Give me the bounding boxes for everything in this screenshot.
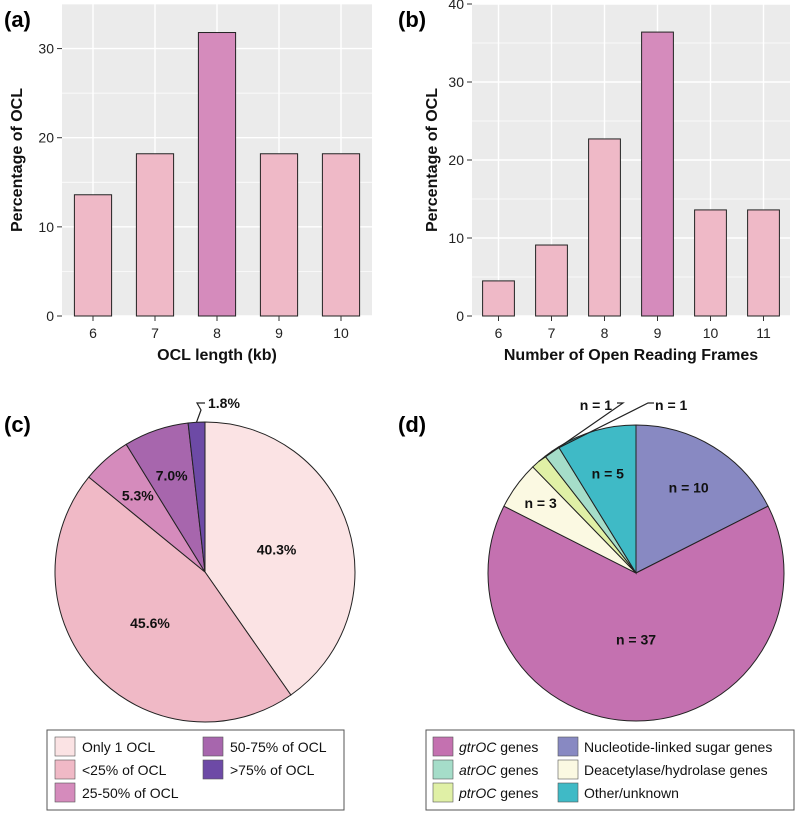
legend-entry-text: Deacetylase/hydrolase genes [584, 762, 768, 778]
y-tick-label: 10 [38, 219, 54, 235]
bar-7 [535, 244, 568, 317]
slice-label: 45.6% [130, 615, 170, 631]
legend-entry: 50-75% of OCL [230, 739, 327, 755]
bar-8 [588, 138, 621, 317]
legend-entry: ptrOC genes [458, 785, 538, 801]
legend-swatch [557, 736, 579, 757]
legend-entry: Other/unknown [584, 785, 679, 801]
legend-entry: >75% of OCL [230, 762, 315, 778]
legend-swatch [54, 736, 76, 757]
bar-9 [259, 153, 299, 317]
x-axis-title: Number of Open Reading Frames [504, 347, 758, 364]
y-tick-label: 0 [456, 308, 464, 324]
legend-entry-text: Other/unknown [584, 785, 679, 801]
legend-swatch [432, 736, 454, 757]
legend-gene-name: gtrOC [459, 739, 497, 755]
pie-slice-0 [204, 421, 356, 696]
legend-c: Only 1 OCL <25% of OCL 25-50% of OCL 50-75%… [46, 729, 345, 811]
legend-entry: Nucleotide-linked sugar genes [584, 739, 772, 755]
y-tick-label: 30 [38, 41, 54, 57]
y-tick-label: 0 [46, 308, 54, 324]
y-axis-title: Percentage of OCL [9, 88, 26, 232]
legend-entry: <25% of OCL [82, 762, 167, 778]
leader-line [195, 402, 205, 423]
legend-entry-text: Nucleotide-linked sugar genes [584, 739, 772, 755]
x-tick-label: 11 [756, 325, 771, 341]
x-tick-label: 8 [213, 325, 221, 341]
pie-slice-0 [635, 424, 769, 574]
slice-label: n = 3 [524, 495, 557, 511]
legend-entry: 25-50% of OCL [82, 785, 179, 801]
x-tick-label: 9 [654, 325, 662, 341]
bar-9 [641, 31, 674, 317]
pie-chart-gene-categories: n = 10 n = 37 n = 3 n = 1 n = 1 n = 5 [487, 397, 785, 722]
pie-chart-ocl-fraction: 40.3% 45.6% 5.3%7.0% 1.8% [54, 395, 356, 723]
x-tick-label: 7 [548, 325, 556, 341]
leader-line [551, 402, 654, 452]
x-tick-label: 6 [495, 325, 503, 341]
panel-b-label: (b) [398, 7, 426, 32]
legend-box [425, 729, 795, 811]
pie-slice-1 [54, 476, 292, 723]
legend-entry-text: genes [496, 785, 538, 801]
legend-gene-name: atrOC [459, 762, 497, 778]
legend-swatch [432, 759, 454, 780]
legend-entry-text: genes [496, 739, 538, 755]
legend-swatch [202, 759, 224, 780]
bar-chart-ocl-length: 0 10 20 30 6 7 8 9 10 OCL length (kb) Percentage o… [9, 3, 372, 364]
slice-label: n = 10 [669, 479, 709, 495]
y-tick-label: 30 [448, 74, 464, 90]
slice-label: 7.0% [156, 468, 188, 484]
legend-entry: gtrOC genes [459, 739, 538, 755]
legend-gene-name: ptrOC [458, 785, 497, 801]
y-axis-title: Percentage of OCL [424, 88, 441, 232]
y-tick-label: 20 [38, 130, 54, 146]
legend-swatch [54, 782, 76, 803]
x-axis-title: OCL length (kb) [157, 347, 277, 364]
panel-a-label: (a) [4, 7, 31, 32]
bar-7 [135, 153, 175, 317]
legend-swatch [54, 759, 76, 780]
bar-8 [197, 32, 237, 317]
bar-10 [694, 209, 727, 317]
bar-6 [73, 194, 113, 317]
panel-c-label: (c) [4, 412, 31, 437]
legend-entry-text: genes [496, 762, 538, 778]
x-tick-label: 10 [333, 325, 349, 341]
x-tick-label: 9 [275, 325, 283, 341]
slice-label: n = 37 [616, 632, 656, 648]
legend-swatch [202, 736, 224, 757]
slice-label: 1.8% [208, 395, 240, 411]
bar-6 [482, 280, 515, 317]
legend-swatch [557, 759, 579, 780]
legend-entry: Deacetylase/hydrolase genes [584, 762, 768, 778]
bar-11 [747, 209, 780, 317]
slice-label: 40.3% [257, 541, 297, 557]
leader-line [538, 402, 625, 462]
bar-chart-orf-count: 0 10 20 30 40 6 7 8 9 10 11 Number of Open Reading … [424, 0, 790, 364]
bar-10 [321, 153, 361, 317]
legend-box [46, 729, 345, 811]
y-tick-label: 10 [448, 230, 464, 246]
pie-slice-1 [487, 505, 785, 722]
x-tick-label: 6 [89, 325, 97, 341]
slice-label: n = 1 [580, 397, 613, 413]
panel-d-label: (d) [398, 412, 426, 437]
slice-label: 5.3% [122, 487, 154, 503]
x-tick-label: 7 [151, 325, 159, 341]
slice-label: n = 1 [655, 397, 688, 413]
legend-swatch [432, 782, 454, 803]
x-tick-label: 10 [703, 325, 719, 341]
slice-label: n = 5 [592, 465, 625, 481]
y-tick-label: 40 [448, 0, 464, 12]
y-tick-label: 20 [448, 152, 464, 168]
legend-swatch [557, 782, 579, 803]
x-tick-label: 8 [601, 325, 609, 341]
legend-entry: Only 1 OCL [82, 739, 155, 755]
legend-entry: atrOC genes [459, 762, 538, 778]
